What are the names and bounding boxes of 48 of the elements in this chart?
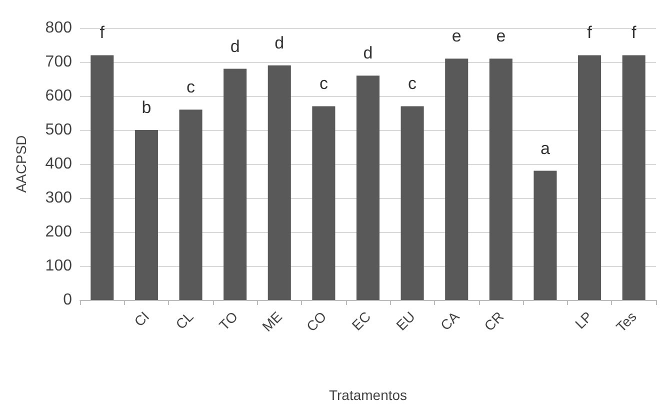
data-label: c: [319, 74, 328, 94]
data-label: b: [142, 98, 152, 117]
data-label: d: [363, 44, 373, 63]
x-tick-label: EU: [392, 308, 418, 334]
y-tick-label: 0: [63, 292, 72, 308]
bar: [578, 55, 602, 300]
bar: [534, 170, 557, 300]
x-tick-label: CL: [172, 308, 197, 332]
x-tick-label: EC: [348, 308, 374, 334]
x-tick-label: LP: [572, 308, 596, 332]
data-label: f: [631, 23, 636, 42]
bar: [134, 130, 158, 300]
data-label: e: [496, 26, 506, 46]
data-label: f: [100, 23, 105, 42]
x-tick-label: TO: [216, 308, 241, 334]
data-label: c: [408, 74, 418, 94]
y-axis-title: AACPSD: [13, 135, 29, 193]
x-axis-title: Tratamentos: [328, 387, 408, 403]
data-label: d: [230, 36, 240, 56]
bar: [400, 106, 424, 300]
x-tick-label: ME: [258, 308, 286, 334]
y-tick-label: 400: [45, 156, 72, 172]
data-label: c: [186, 78, 196, 97]
data-label: e: [452, 26, 462, 46]
y-tick-label: 100: [45, 258, 72, 274]
data-label: f: [587, 23, 592, 42]
y-tick-label: 700: [45, 54, 72, 70]
x-tick-label: Tes: [612, 308, 640, 336]
bar: [312, 106, 336, 300]
y-tick-label: 800: [45, 20, 72, 36]
x-tick-label: CA: [437, 308, 463, 334]
bar: [489, 58, 512, 300]
data-label: d: [274, 33, 284, 52]
bar: [268, 65, 291, 300]
x-tick-label: CR: [480, 308, 507, 334]
data-label: a: [540, 138, 550, 158]
x-tick-label: CI: [130, 308, 152, 330]
bar: [622, 55, 646, 300]
x-tick-label: CO: [303, 308, 330, 334]
bar: [445, 58, 468, 300]
bar: [224, 68, 247, 300]
y-tick-label: 200: [45, 224, 72, 240]
bar: [179, 110, 202, 300]
bar: [90, 55, 114, 300]
bar: [356, 76, 380, 300]
y-tick-label: 600: [45, 88, 72, 104]
y-tick-label: 500: [45, 122, 72, 138]
y-tick-label: 300: [45, 190, 72, 206]
